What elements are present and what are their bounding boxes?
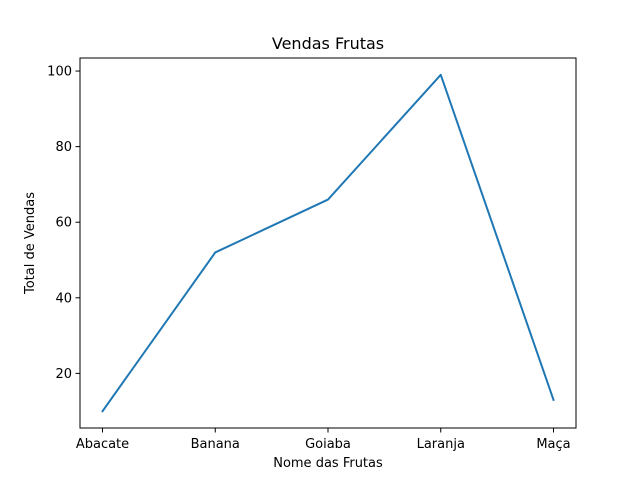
y-axis: 20 40 60 80 100	[47, 65, 80, 382]
y-tick-label: 20	[55, 367, 72, 382]
x-axis-label: Nome das Frutas	[273, 456, 383, 471]
x-axis: Abacate Banana Goiaba Laranja Maça	[76, 428, 571, 452]
series-line	[101, 73, 555, 413]
x-tick-label: Banana	[191, 437, 240, 452]
plot-frame	[79, 57, 577, 429]
y-tick-label: 80	[55, 140, 72, 155]
y-axis-label: Total de Vendas	[23, 192, 38, 295]
x-tick-label: Maça	[536, 437, 570, 452]
y-tick-label: 60	[55, 216, 72, 231]
plot-area	[80, 58, 576, 428]
x-tick-label: Goiaba	[305, 437, 351, 452]
y-tick-label: 40	[55, 291, 72, 306]
y-tick-label: 100	[47, 65, 72, 80]
x-tick-label: Laranja	[417, 437, 465, 452]
chart-title: Vendas Frutas	[272, 34, 384, 53]
x-tick-label: Abacate	[76, 437, 129, 452]
